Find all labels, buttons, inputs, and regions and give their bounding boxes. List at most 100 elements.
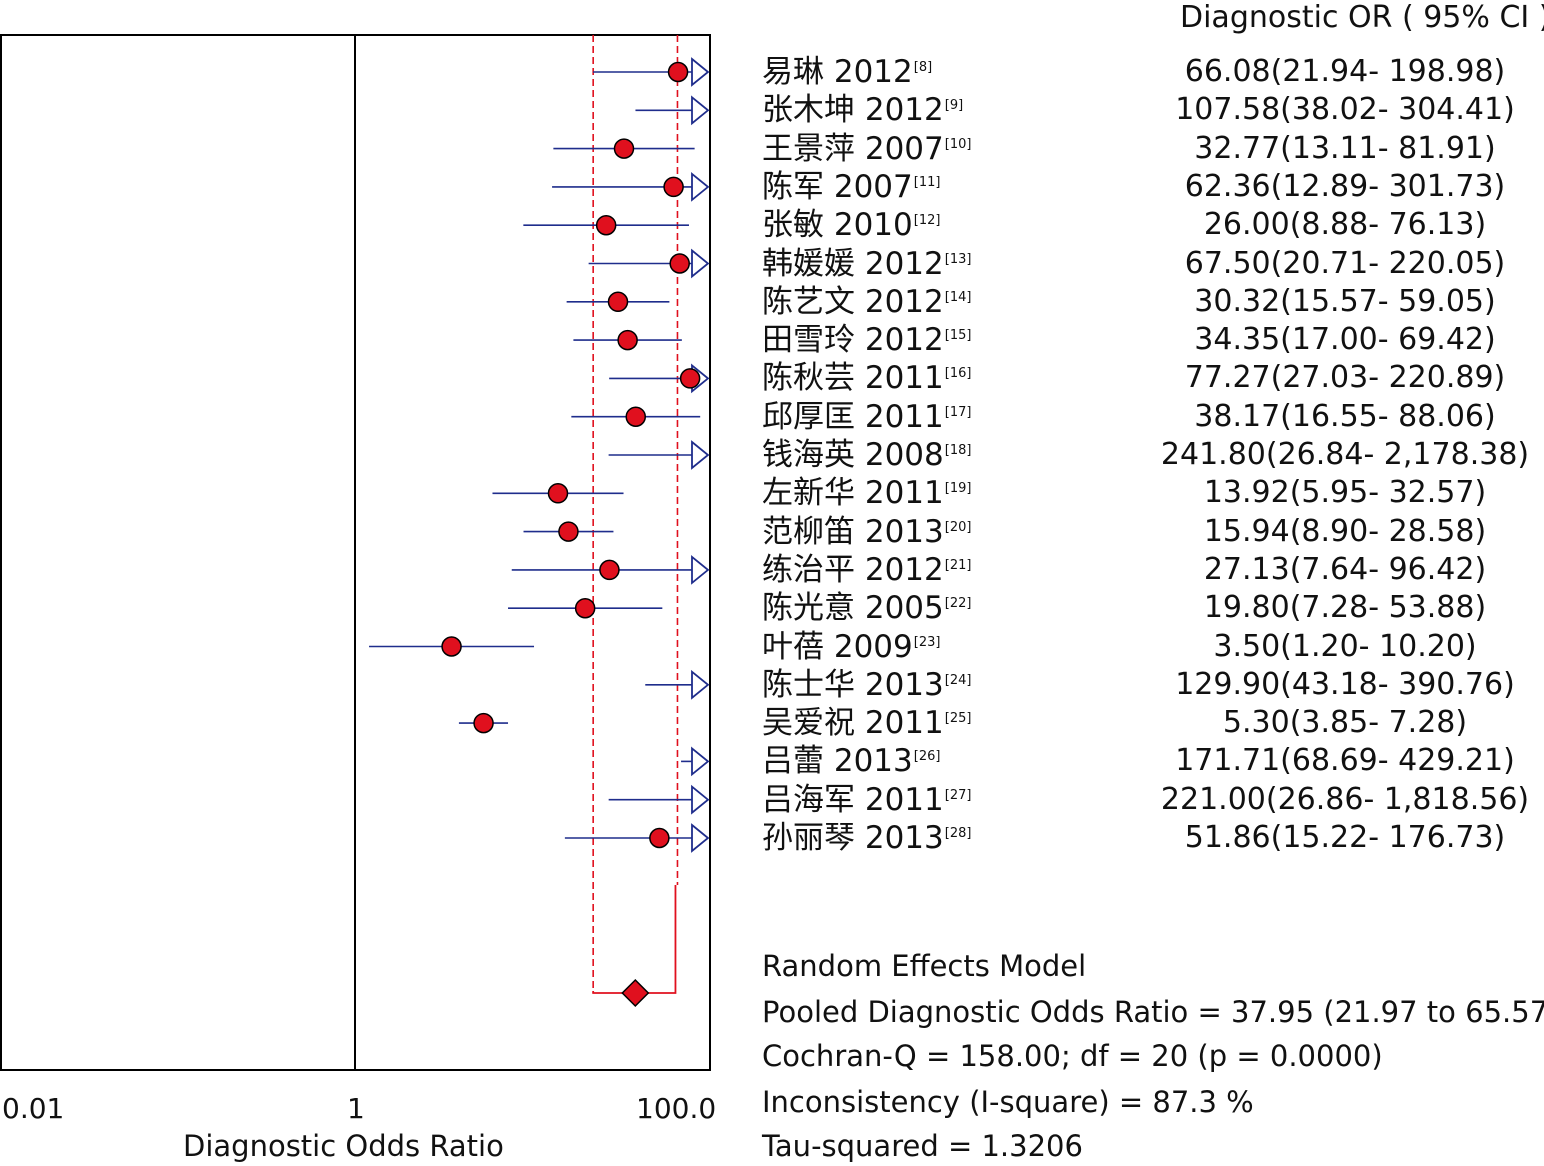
pooled-diamond (621, 978, 650, 1008)
study-reference: [15] (944, 328, 972, 344)
study-estimate: 34.35(17.00- 69.42) (1194, 322, 1496, 358)
study-point (617, 329, 638, 351)
summary-line: Pooled Diagnostic Odds Ratio = 37.95 (21… (762, 995, 1544, 1029)
confidence-intervals (369, 57, 710, 853)
study-estimate: 129.90(43.18- 390.76) (1175, 666, 1515, 702)
study-name: 孙丽琴 2013 (762, 820, 944, 856)
x-tick-label: 1 (347, 1092, 365, 1125)
study-point (595, 214, 617, 236)
study-name: 叶蓓 2009 (762, 628, 913, 665)
summary-line: Random Effects Model (762, 949, 1087, 983)
study-estimate: 171.71(68.69- 429.21) (1175, 743, 1515, 779)
study-reference: [25] (944, 711, 972, 727)
ci-arrow (691, 669, 710, 700)
study-label: 张木坤 2012[9] (762, 92, 963, 128)
study-label: 钱海英 2008[18] (762, 437, 971, 473)
study-estimate: 66.08(21.94- 198.98) (1184, 54, 1506, 89)
pooled-bracket (592, 885, 677, 994)
x-axis-title: Diagnostic Odds Ratio (183, 1129, 504, 1163)
study-estimate: 51.86(15.22- 176.73) (1184, 820, 1506, 855)
study-reference: [18] (944, 443, 972, 458)
study-name: 邱厚匡 2011 (762, 398, 944, 435)
study-point (625, 406, 647, 427)
ci-arrow (691, 784, 710, 815)
study-label: 张敏 2010[12] (762, 207, 940, 243)
study-name: 陈士华 2013 (762, 666, 944, 703)
study-point (441, 636, 462, 657)
study-estimate: 26.00(8.88- 76.13) (1203, 207, 1487, 243)
study-point (679, 368, 701, 389)
study-label: 吕海军 2011[27] (762, 782, 971, 818)
study-name: 韩媛媛 2012 (762, 245, 944, 282)
study-reference: [22] (944, 596, 972, 612)
study-name: 易琳 2012 (762, 54, 913, 90)
study-estimate: 27.13(7.64- 96.42) (1203, 551, 1487, 587)
study-point (613, 138, 635, 159)
study-estimate: 5.30(3.85- 7.28) (1222, 705, 1468, 741)
study-reference: [10] (944, 136, 972, 152)
study-estimate: 30.32(15.57- 59.05) (1194, 283, 1496, 319)
study-label: 陈光意 2005[22] (762, 590, 971, 626)
study-estimate: 107.58(38.02- 304.41) (1175, 92, 1515, 128)
study-name: 王景萍 2007 (762, 130, 944, 167)
study-reference: [27] (944, 787, 972, 803)
study-point (649, 827, 670, 849)
x-tick-label: 100.0 (636, 1092, 717, 1125)
study-reference: [11] (913, 174, 941, 190)
study-name: 吴爱祝 2011 (762, 705, 944, 742)
study-label: 陈艺文 2012[14] (762, 284, 971, 320)
study-name: 范柳笛 2013 (762, 513, 944, 550)
study-name: 吕海军 2011 (762, 781, 944, 818)
study-reference: [26] (913, 749, 941, 765)
study-name: 陈光意 2005 (762, 590, 944, 627)
study-estimate: 19.80(7.28- 53.88) (1203, 590, 1487, 626)
study-reference: [23] (913, 634, 941, 650)
study-label: 易琳 2012[8] (762, 54, 932, 90)
study-estimate: 38.17(16.55- 88.06) (1194, 398, 1496, 434)
study-label: 吴爱祝 2011[25] (762, 705, 971, 741)
study-estimate: 77.27(27.03- 220.89) (1184, 360, 1506, 396)
study-label: 邱厚匡 2011[17] (762, 399, 971, 435)
study-reference: [21] (944, 557, 972, 573)
study-point (473, 712, 494, 734)
study-reference: [13] (944, 251, 972, 267)
study-point (669, 253, 690, 274)
study-reference: [17] (944, 404, 972, 420)
study-point (547, 483, 569, 504)
study-estimate: 67.50(20.71- 220.05) (1184, 245, 1506, 281)
column-header: Diagnostic OR ( 95% CI ) (1180, 0, 1544, 35)
study-label: 孙丽琴 2013[28] (762, 820, 971, 856)
study-estimate: 13.92(5.95- 32.57) (1203, 475, 1487, 511)
ci-arrow (691, 95, 710, 126)
study-name: 田雪玲 2012 (762, 322, 944, 359)
ci-arrow (691, 440, 710, 470)
study-name: 陈军 2007 (762, 168, 913, 205)
study-label: 叶蓓 2009[23] (762, 629, 940, 665)
study-label: 范柳笛 2013[20] (762, 514, 971, 550)
ci-arrow (691, 248, 710, 279)
ci-arrow (691, 746, 710, 777)
study-name: 张木坤 2012 (762, 92, 944, 129)
study-label: 王景萍 2007[10] (762, 131, 971, 167)
study-point (663, 176, 684, 198)
study-name: 练治平 2012 (762, 551, 944, 588)
study-reference: [14] (944, 289, 972, 305)
ci-arrow (691, 172, 710, 202)
study-point (607, 291, 629, 313)
study-reference: [9] (944, 98, 964, 114)
study-label: 吕蕾 2013[26] (762, 743, 940, 779)
study-point (558, 521, 579, 542)
study-point (574, 597, 596, 619)
study-label: 陈军 2007[11] (762, 169, 940, 205)
study-label: 左新华 2011[19] (762, 475, 971, 511)
study-reference: [16] (944, 366, 972, 382)
study-estimate: 241.80(26.84- 2,178.38) (1160, 437, 1530, 472)
study-name: 陈秋芸 2011 (762, 360, 944, 397)
study-name: 左新华 2011 (762, 475, 944, 512)
study-reference: [8] (913, 60, 933, 75)
summary-line: Inconsistency (I-square) = 87.3 % (762, 1085, 1254, 1119)
ci-arrow (691, 57, 710, 87)
point-estimates (441, 61, 701, 849)
study-label: 练治平 2012[21] (762, 552, 971, 588)
